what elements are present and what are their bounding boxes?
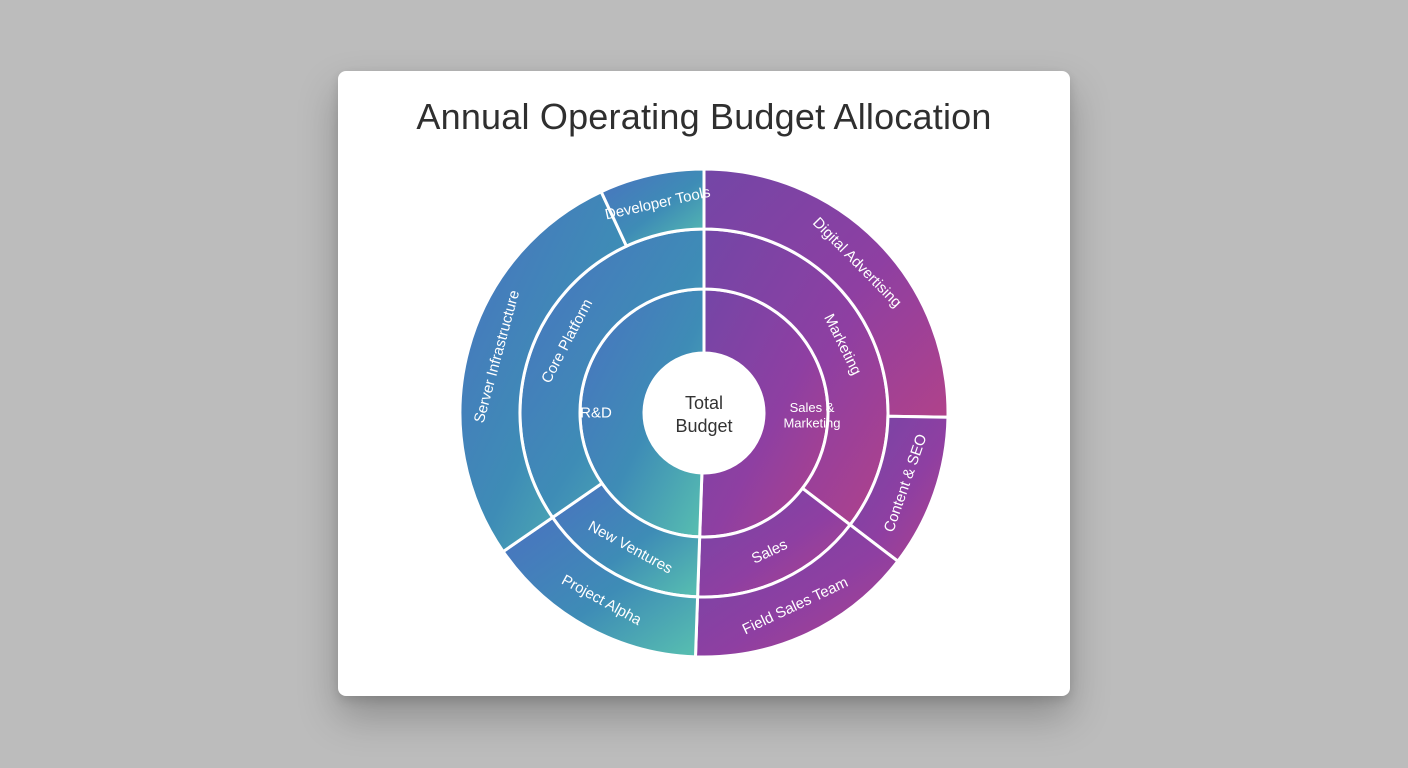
label-randd: R&D (580, 404, 612, 421)
center-label-line2: Budget (675, 416, 732, 436)
center-label-line1: Total (685, 393, 723, 413)
center-hole (644, 353, 764, 473)
segment-developer-tools[interactable] (599, 167, 706, 249)
chart-title: Annual Operating Budget Allocation (416, 96, 992, 137)
label-sales-and-marketing: Sales & Marketing (783, 400, 840, 431)
